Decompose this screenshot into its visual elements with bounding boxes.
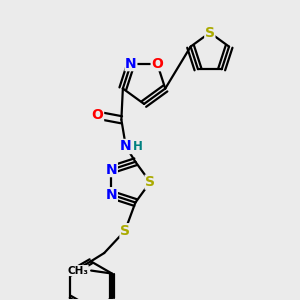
Text: N: N xyxy=(125,57,137,70)
Text: S: S xyxy=(120,224,130,238)
Text: O: O xyxy=(151,57,163,70)
Text: S: S xyxy=(145,175,155,189)
Text: N: N xyxy=(120,140,132,154)
Text: S: S xyxy=(205,26,215,40)
Text: H: H xyxy=(134,140,143,153)
Text: CH₃: CH₃ xyxy=(67,266,88,276)
Text: N: N xyxy=(106,163,117,177)
Text: N: N xyxy=(106,188,117,202)
Text: O: O xyxy=(92,108,103,122)
